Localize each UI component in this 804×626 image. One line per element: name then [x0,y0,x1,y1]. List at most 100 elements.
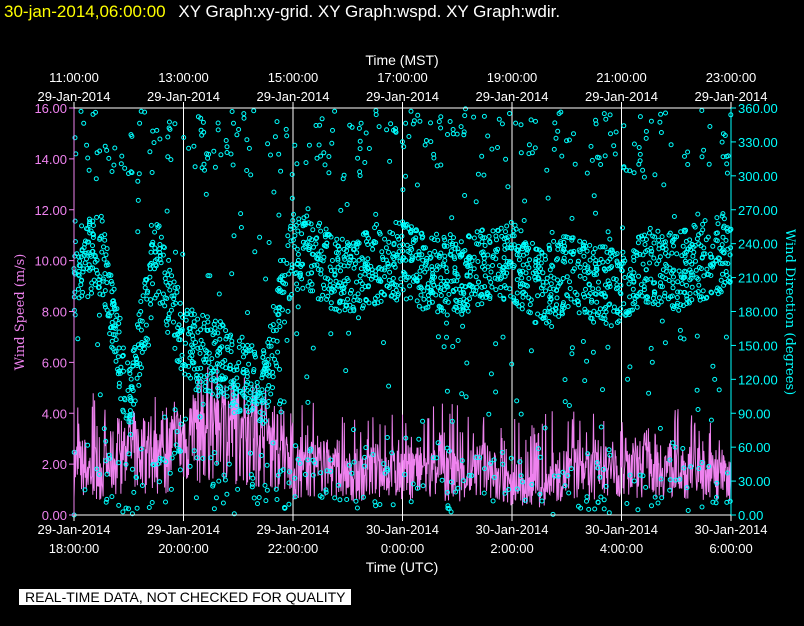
wind-direction-point [693,258,698,264]
wind-direction-point [79,293,85,299]
wind-direction-point [164,208,170,214]
wind-direction-point [700,288,706,294]
wind-direction-point [259,453,264,458]
wind-direction-point [168,486,174,492]
wind-direction-point [234,375,240,381]
wind-direction-point [183,416,189,422]
wind-direction-point [461,132,467,138]
wind-direction-point [385,263,391,269]
wind-direction-point [434,455,440,461]
wind-direction-point [442,253,448,259]
wind-direction-point [133,353,138,359]
wind-direction-point [544,167,550,173]
wind-direction-point [715,221,721,227]
wind-direction-point [89,290,94,296]
wind-direction-point [248,381,254,387]
wind-direction-point [437,288,443,294]
wind-direction-point [211,450,217,456]
wind-direction-point [85,250,91,256]
wind-direction-point [451,306,457,312]
wind-direction-point [518,411,524,417]
wind-direction-point [626,272,632,278]
wind-direction-point [318,153,324,159]
wind-direction-point [174,289,180,295]
bottom-tick-date: 29-Jan-2014 [147,522,220,537]
wind-direction-point [537,491,543,497]
wind-direction-point [205,155,211,161]
wind-direction-point [694,275,700,281]
wind-direction-point [723,260,728,266]
wind-direction-point [508,242,514,248]
wind-direction-point [123,415,129,421]
wind-direction-point [582,276,588,281]
wind-direction-point [514,398,520,404]
wind-direction-point [309,251,315,257]
wind-direction-point [625,376,631,382]
wind-direction-point [720,261,725,267]
wind-direction-point [156,223,162,229]
wind-direction-point [278,168,284,174]
wind-direction-point [75,336,81,342]
wind-direction-point [397,243,403,249]
wind-direction-point [461,296,467,302]
wind-direction-point [724,170,730,176]
wind-direction-point [372,301,378,307]
wind-direction-point [294,161,300,167]
wind-direction-point [244,348,250,353]
wind-direction-point [721,223,727,229]
wind-direction-point [128,398,134,404]
wind-direction-point [317,493,323,499]
wind-direction-point [634,304,640,310]
wind-direction-point [511,242,517,248]
wind-direction-point [113,323,119,329]
wind-direction-point [86,221,92,226]
wind-direction-point [547,294,553,300]
wind-direction-point [521,252,526,258]
wind-direction-point [598,494,604,500]
wind-direction-point [372,295,378,301]
wind-direction-point [256,495,262,500]
wind-direction-point [587,257,593,263]
wind-direction-point [476,279,481,285]
wind-direction-point [295,228,301,234]
wind-direction-point [97,392,103,398]
wind-direction-point [127,408,133,414]
wind-direction-point [447,119,453,124]
wind-direction-point [330,127,335,133]
wind-direction-point [131,401,137,407]
wind-direction-point [107,313,113,319]
wind-direction-point [640,473,646,479]
wind-direction-point [109,281,115,287]
wind-direction-point [665,253,671,259]
wind-direction-point [540,270,546,276]
wind-direction-point [569,345,575,351]
wind-direction-point [536,276,542,282]
wind-direction-point [172,121,178,127]
wind-direction-point [289,262,295,268]
wind-direction-point [363,298,369,303]
wind-direction-point [441,234,447,240]
wind-direction-point [163,499,168,505]
wind-direction-point [401,269,407,275]
wind-direction-point [329,258,335,263]
wind-direction-point [112,306,118,312]
wind-direction-point [349,124,355,130]
wind-direction-point [369,270,375,276]
wind-direction-point [471,235,477,241]
wind-direction-point [601,306,607,312]
wind-direction-point [108,272,114,278]
wind-direction-point [447,251,453,257]
wind-direction-point [707,262,713,268]
wind-direction-point [667,477,673,483]
wind-direction-point [503,285,509,291]
wind-direction-point [479,153,485,159]
wind-direction-point [99,233,104,239]
wind-direction-point [200,341,206,347]
wind-direction-point [130,348,136,354]
wind-direction-point [544,279,549,285]
wind-direction-point [278,468,283,474]
wind-direction-point [577,273,583,279]
wind-direction-point [260,372,266,378]
wind-direction-point [260,354,266,360]
wind-direction-point [560,276,566,281]
